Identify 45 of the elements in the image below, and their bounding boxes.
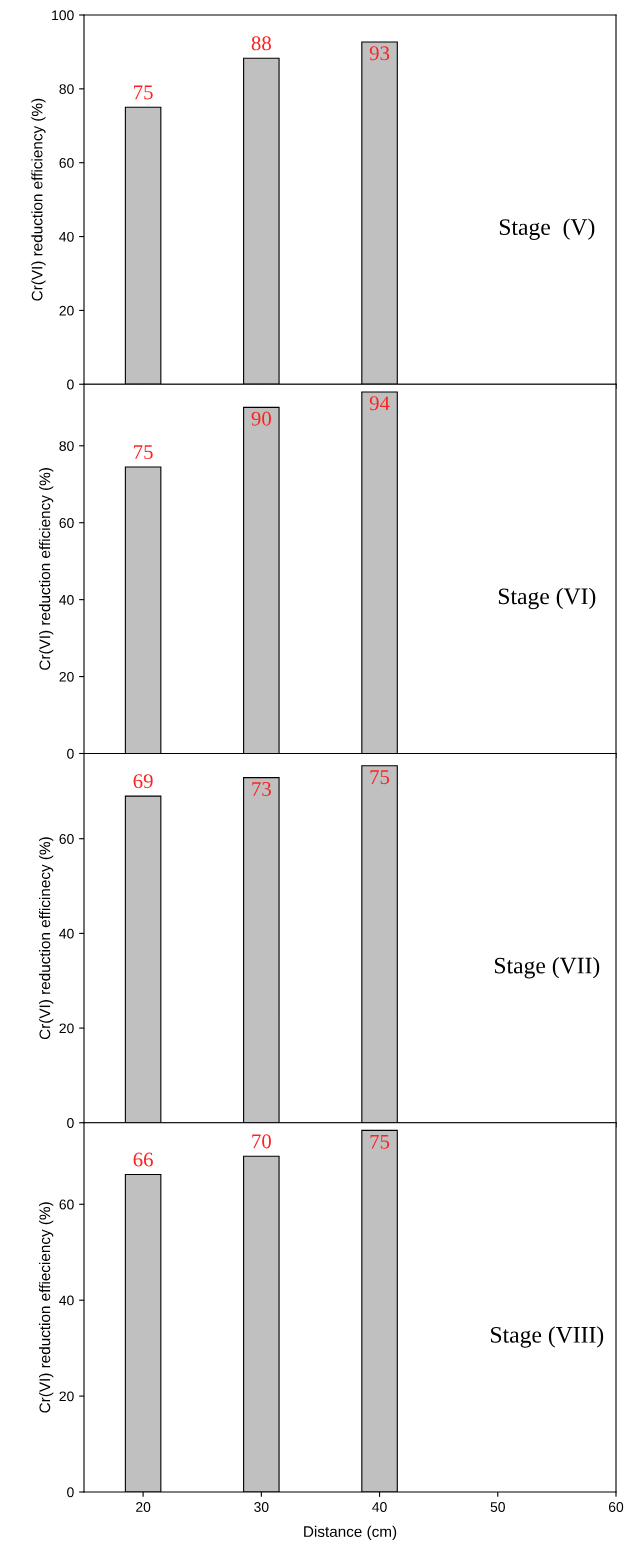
y-tick-label: 20: [59, 1391, 74, 1402]
y-tick-label: 60: [59, 158, 74, 168]
y-axis-title: Cr(VI) reduction effieciency (%): [39, 1202, 54, 1413]
y-tick-label: 40: [59, 594, 74, 605]
x-tick-label: 20: [136, 1502, 151, 1512]
data-label: 75: [134, 85, 153, 100]
x-tick-label: 30: [254, 1502, 269, 1512]
y-tick-label: 40: [59, 231, 74, 242]
y-tick-label: 20: [59, 305, 74, 316]
annotation: Stage (VII): [494, 956, 600, 979]
y-axis-title: Cr(VI) reduction efficiency (%): [39, 468, 54, 670]
data-label: 75: [134, 445, 153, 460]
y-tick-label: 60: [59, 834, 74, 844]
y-tick-label: 0: [67, 379, 74, 390]
y-tick-label: 60: [59, 1199, 74, 1210]
x-tick-label: 50: [490, 1502, 505, 1512]
y-tick-label: 80: [59, 84, 74, 95]
y-tick-label: 40: [59, 1295, 74, 1306]
data-label: 75: [370, 770, 390, 785]
data-label: 90: [251, 411, 271, 426]
data-label: 69: [133, 774, 153, 789]
annotation: Stage (V): [499, 218, 595, 240]
y-axis-title: Cr(VI) reduction efficiency (%): [31, 98, 46, 301]
x-tick-label: 40: [372, 1502, 387, 1512]
y-tick-label: 80: [59, 441, 74, 451]
y-axis-title: Cr(VI) reduction efficinecy (%): [39, 837, 54, 1040]
y-tick-label: 0: [67, 748, 74, 759]
y-tick-label: 20: [59, 1023, 74, 1034]
y-tick-label: 0: [67, 1118, 74, 1128]
annotation: Stage (VI): [498, 587, 596, 610]
y-tick-label: 20: [59, 671, 74, 682]
y-tick-label: 100: [52, 10, 74, 21]
annotation: Stage (VIII): [491, 1326, 604, 1348]
data-label: 88: [251, 36, 271, 51]
y-tick-label: 0: [67, 1487, 74, 1498]
data-label: 75: [370, 1134, 390, 1149]
x-tick-label: 60: [608, 1502, 624, 1512]
data-label: 93: [369, 46, 390, 61]
y-tick-label: 60: [59, 518, 74, 528]
data-label: 73: [252, 782, 271, 796]
data-label: 66: [133, 1152, 153, 1167]
x-axis-title: Distance (cm): [304, 1525, 397, 1541]
data-label: 94: [369, 396, 390, 411]
data-label: 70: [252, 1134, 271, 1149]
y-tick-label: 40: [59, 928, 74, 939]
